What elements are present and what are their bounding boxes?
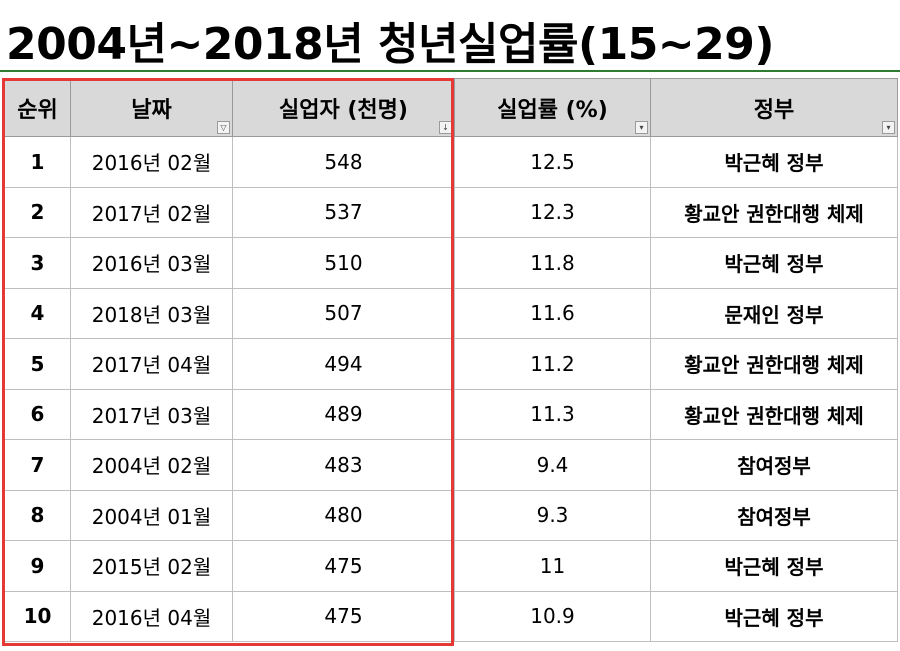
rate-cell[interactable]: 11.8 xyxy=(454,237,651,289)
rate-cell[interactable]: 11.6 xyxy=(454,287,651,339)
date-cell[interactable]: 2015년 02월 xyxy=(70,540,233,592)
ranking-table: 순위 날짜 ▽ 실업자 (천명) ↓ 실업률 (%) ▾ 정부 ▾ 1 2016년… xyxy=(4,78,898,642)
header-rate[interactable]: 실업률 (%) ▾ xyxy=(454,78,651,137)
dropdown-arrow-icon[interactable]: ▾ xyxy=(635,121,648,134)
header-date-label: 날짜 xyxy=(131,97,172,123)
header-rank[interactable]: 순위 xyxy=(4,78,71,137)
date-cell[interactable]: 2016년 02월 xyxy=(70,136,233,188)
gov-cell[interactable]: 참여정부 xyxy=(650,489,898,541)
rate-cell[interactable]: 10.9 xyxy=(454,590,651,642)
rank-cell[interactable]: 10 xyxy=(4,590,71,642)
dropdown-arrow-icon[interactable]: ▾ xyxy=(882,121,895,134)
gov-cell[interactable]: 박근혜 정부 xyxy=(650,136,898,188)
unemployed-cell[interactable]: 510 xyxy=(232,237,455,289)
gov-cell[interactable]: 박근혜 정부 xyxy=(650,237,898,289)
rank-cell[interactable]: 4 xyxy=(4,287,71,339)
table-row: 2 2017년 02월 537 12.3 황교안 권한대행 체제 xyxy=(4,186,898,238)
gov-cell[interactable]: 황교안 권한대행 체제 xyxy=(650,186,898,238)
gov-cell[interactable]: 참여정부 xyxy=(650,439,898,491)
rate-cell[interactable]: 11.2 xyxy=(454,338,651,390)
unemployed-cell[interactable]: 480 xyxy=(232,489,455,541)
rank-cell[interactable]: 3 xyxy=(4,237,71,289)
rate-cell[interactable]: 11.3 xyxy=(454,388,651,440)
unemployed-cell[interactable]: 507 xyxy=(232,287,455,339)
rank-cell[interactable]: 7 xyxy=(4,439,71,491)
date-cell[interactable]: 2016년 04월 xyxy=(70,590,233,642)
header-gov-label: 정부 xyxy=(753,97,795,123)
unemployed-cell[interactable]: 489 xyxy=(232,388,455,440)
rate-cell[interactable]: 11 xyxy=(454,540,651,592)
unemployed-cell[interactable]: 494 xyxy=(232,338,455,390)
table-row: 5 2017년 04월 494 11.2 황교안 권한대행 체제 xyxy=(4,338,898,390)
rate-cell[interactable]: 9.3 xyxy=(454,489,651,541)
date-cell[interactable]: 2017년 02월 xyxy=(70,186,233,238)
rank-cell[interactable]: 5 xyxy=(4,338,71,390)
unemployed-cell[interactable]: 475 xyxy=(232,590,455,642)
table-row: 8 2004년 01월 480 9.3 참여정부 xyxy=(4,489,898,541)
unemployed-cell[interactable]: 548 xyxy=(232,136,455,188)
unemployed-cell[interactable]: 475 xyxy=(232,540,455,592)
date-cell[interactable]: 2004년 01월 xyxy=(70,489,233,541)
gov-cell[interactable]: 박근혜 정부 xyxy=(650,540,898,592)
rank-cell[interactable]: 1 xyxy=(4,136,71,188)
table-row: 4 2018년 03월 507 11.6 문재인 정부 xyxy=(4,287,898,339)
date-cell[interactable]: 2018년 03월 xyxy=(70,287,233,339)
rank-cell[interactable]: 8 xyxy=(4,489,71,541)
table-row: 6 2017년 03월 489 11.3 황교안 권한대행 체제 xyxy=(4,388,898,440)
table-row: 9 2015년 02월 475 11 박근혜 정부 xyxy=(4,540,898,592)
unemployed-cell[interactable]: 537 xyxy=(232,186,455,238)
date-cell[interactable]: 2016년 03월 xyxy=(70,237,233,289)
unemployed-cell[interactable]: 483 xyxy=(232,439,455,491)
rank-cell[interactable]: 6 xyxy=(4,388,71,440)
header-gov[interactable]: 정부 ▾ xyxy=(650,78,898,137)
date-cell[interactable]: 2004년 02월 xyxy=(70,439,233,491)
header-unemployed-label: 실업자 (천명) xyxy=(279,97,408,123)
rate-cell[interactable]: 12.3 xyxy=(454,186,651,238)
header-date[interactable]: 날짜 ▽ xyxy=(70,78,233,137)
sort-descending-icon[interactable]: ↓ xyxy=(439,121,452,134)
header-rate-label: 실업률 (%) xyxy=(497,97,608,123)
table-row: 10 2016년 04월 475 10.9 박근혜 정부 xyxy=(4,590,898,642)
table-row: 1 2016년 02월 548 12.5 박근혜 정부 xyxy=(4,136,898,188)
rate-cell[interactable]: 9.4 xyxy=(454,439,651,491)
date-cell[interactable]: 2017년 03월 xyxy=(70,388,233,440)
table-row: 7 2004년 02월 483 9.4 참여정부 xyxy=(4,439,898,491)
rate-cell[interactable]: 12.5 xyxy=(454,136,651,188)
header-unemployed[interactable]: 실업자 (천명) ↓ xyxy=(232,78,455,137)
rank-cell[interactable]: 9 xyxy=(4,540,71,592)
rank-cell[interactable]: 2 xyxy=(4,186,71,238)
filter-funnel-icon[interactable]: ▽ xyxy=(217,121,230,134)
accent-divider xyxy=(0,70,900,72)
gov-cell[interactable]: 문재인 정부 xyxy=(650,287,898,339)
header-rank-label: 순위 xyxy=(17,97,58,123)
gov-cell[interactable]: 황교안 권한대행 체제 xyxy=(650,388,898,440)
table-row: 3 2016년 03월 510 11.8 박근혜 정부 xyxy=(4,237,898,289)
date-cell[interactable]: 2017년 04월 xyxy=(70,338,233,390)
gov-cell[interactable]: 황교안 권한대행 체제 xyxy=(650,338,898,390)
header-row: 순위 날짜 ▽ 실업자 (천명) ↓ 실업률 (%) ▾ 정부 ▾ xyxy=(4,78,898,137)
gov-cell[interactable]: 박근혜 정부 xyxy=(650,590,898,642)
page-title: 2004년~2018년 청년실업률(15~29) xyxy=(6,19,775,70)
